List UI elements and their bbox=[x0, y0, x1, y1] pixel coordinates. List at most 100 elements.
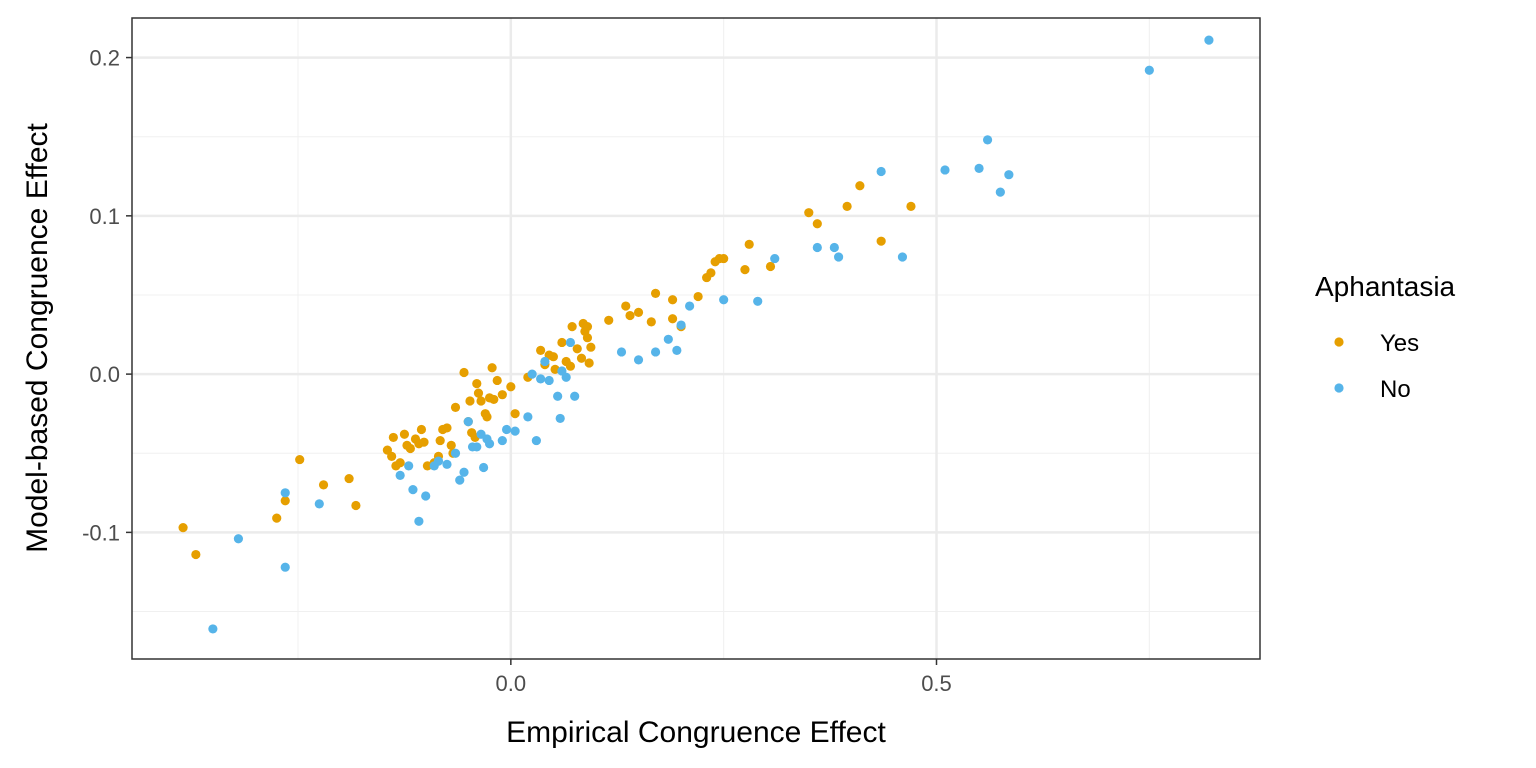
data-point-no bbox=[616, 347, 627, 357]
data-point-no bbox=[1004, 170, 1014, 180]
data-point-yes bbox=[567, 322, 577, 332]
data-point-yes bbox=[472, 379, 482, 389]
data-point-no bbox=[663, 334, 673, 344]
data-point-no bbox=[478, 462, 489, 473]
data-point-yes bbox=[719, 253, 729, 264]
data-point-yes bbox=[557, 337, 567, 348]
data-point-yes bbox=[416, 424, 427, 435]
x-tick-label: 0.5 bbox=[921, 671, 952, 696]
data-point-yes bbox=[295, 454, 305, 465]
data-point-no bbox=[404, 461, 414, 471]
data-point-no bbox=[433, 456, 444, 466]
data-point-yes bbox=[388, 432, 398, 443]
y-axis-title: Model-based Congruence Effect bbox=[21, 122, 54, 552]
data-point-no bbox=[536, 374, 546, 384]
data-point-no bbox=[753, 296, 763, 306]
legend-title: Aphantasia bbox=[1315, 271, 1456, 302]
data-point-no bbox=[812, 242, 822, 253]
data-point-yes bbox=[576, 353, 587, 363]
y-tick-label: -0.1 bbox=[82, 520, 120, 545]
data-point-yes bbox=[476, 396, 486, 406]
data-point-yes bbox=[191, 549, 201, 560]
data-point-no bbox=[442, 459, 452, 469]
data-point-yes bbox=[740, 265, 750, 275]
x-axis-title: Empirical Congruence Effect bbox=[506, 716, 886, 749]
data-point-no bbox=[829, 242, 839, 253]
data-point-yes bbox=[178, 523, 188, 533]
data-point-no bbox=[314, 499, 324, 509]
data-point-no bbox=[876, 166, 886, 177]
data-point-yes bbox=[450, 402, 461, 412]
data-point-no bbox=[561, 372, 571, 382]
data-point-no bbox=[553, 391, 563, 401]
y-tick-label: 0.1 bbox=[89, 204, 120, 229]
data-point-yes bbox=[536, 345, 546, 355]
data-point-yes bbox=[318, 480, 329, 490]
data-point-yes bbox=[395, 458, 405, 468]
data-point-yes bbox=[280, 496, 290, 506]
data-point-no bbox=[208, 624, 218, 634]
data-point-yes bbox=[842, 201, 852, 211]
data-point-yes bbox=[572, 344, 582, 354]
data-point-no bbox=[770, 253, 780, 264]
data-point-yes bbox=[387, 451, 397, 462]
legend-items: Yes No bbox=[1334, 330, 1419, 403]
data-point-yes bbox=[765, 261, 776, 272]
data-point-yes bbox=[548, 352, 559, 362]
data-point-yes bbox=[506, 382, 516, 392]
data-point-yes bbox=[272, 513, 282, 523]
data-point-no bbox=[650, 347, 661, 357]
legend-key-no bbox=[1334, 383, 1344, 393]
data-point-yes bbox=[876, 236, 886, 246]
data-point-yes bbox=[693, 291, 703, 302]
data-point-yes bbox=[446, 440, 456, 450]
data-point-yes bbox=[344, 473, 354, 484]
data-point-yes bbox=[489, 394, 499, 405]
data-point-no bbox=[544, 375, 554, 386]
data-point-no bbox=[540, 356, 550, 367]
data-point-yes bbox=[625, 310, 635, 321]
data-point-yes bbox=[633, 307, 644, 317]
legend-label-no: No bbox=[1380, 376, 1411, 403]
data-point-yes bbox=[582, 333, 593, 343]
data-point-yes bbox=[667, 314, 678, 324]
data-point-no bbox=[395, 470, 405, 481]
data-point-yes bbox=[706, 268, 716, 278]
data-point-no bbox=[974, 163, 984, 173]
data-point-no bbox=[280, 562, 290, 572]
data-point-no bbox=[570, 391, 580, 401]
data-point-yes bbox=[497, 390, 507, 400]
data-point-no bbox=[995, 187, 1005, 197]
data-point-no bbox=[940, 165, 950, 175]
y-axis-ticks: -0.1 0.0 0.1 0.2 bbox=[82, 46, 132, 545]
data-point-no bbox=[484, 439, 495, 449]
data-point-yes bbox=[419, 437, 429, 447]
data-point-yes bbox=[473, 388, 484, 398]
data-point-no bbox=[527, 369, 537, 379]
data-point-no bbox=[555, 413, 565, 424]
major-gridlines bbox=[132, 18, 1260, 659]
data-point-yes bbox=[906, 201, 916, 211]
plot-background bbox=[132, 18, 1260, 659]
data-point-no bbox=[233, 534, 244, 544]
data-point-no bbox=[685, 301, 695, 311]
data-point-yes bbox=[482, 412, 492, 422]
y-tick-label: 0.2 bbox=[89, 46, 120, 71]
data-point-no bbox=[1144, 65, 1154, 75]
data-point-yes bbox=[459, 367, 469, 378]
data-point-no bbox=[982, 135, 993, 145]
data-point-no bbox=[408, 485, 418, 495]
data-point-no bbox=[633, 355, 644, 365]
data-point-no bbox=[1204, 35, 1214, 45]
data-point-yes bbox=[646, 317, 656, 327]
data-point-yes bbox=[465, 396, 475, 406]
data-point-yes bbox=[487, 363, 497, 373]
data-point-no bbox=[501, 424, 512, 435]
data-point-no bbox=[510, 426, 520, 436]
data-point-no bbox=[833, 252, 844, 262]
data-point-yes bbox=[510, 409, 520, 419]
data-point-yes bbox=[744, 239, 754, 249]
data-point-yes bbox=[855, 181, 865, 191]
data-point-no bbox=[280, 488, 290, 498]
